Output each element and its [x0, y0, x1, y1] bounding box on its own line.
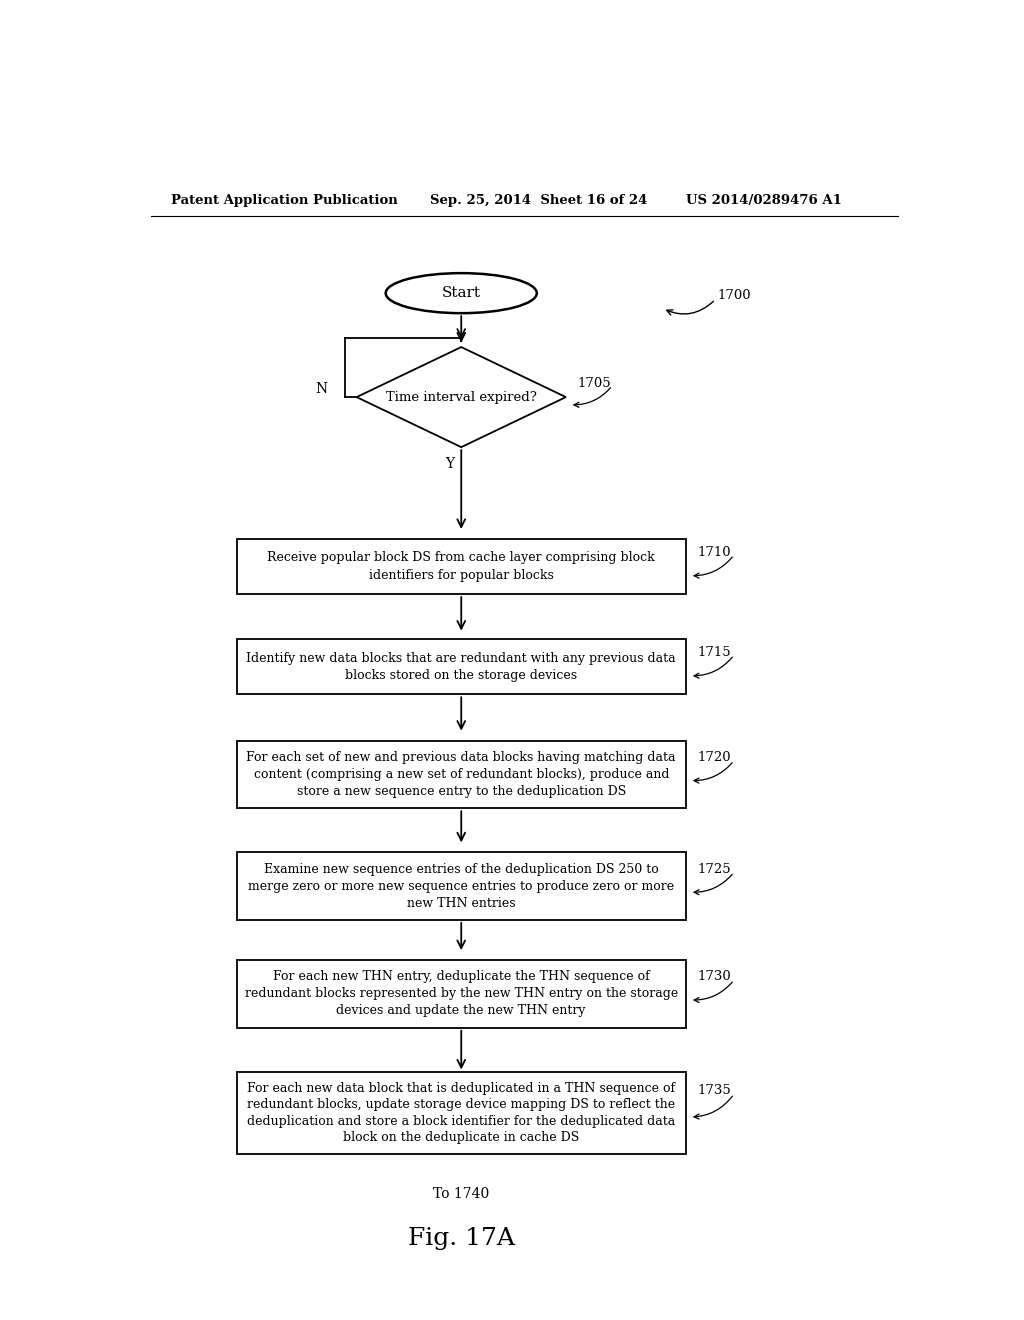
Text: To 1740: To 1740	[433, 1187, 489, 1201]
Bar	[237, 639, 686, 694]
Text: US 2014/0289476 A1: US 2014/0289476 A1	[686, 194, 842, 207]
Text: Y: Y	[445, 457, 455, 471]
Bar	[237, 960, 686, 1028]
Text: For each new data block that is deduplicated in a THN sequence of
redundant bloc: For each new data block that is deduplic…	[247, 1082, 676, 1144]
Text: 1710: 1710	[697, 546, 731, 560]
Text: Receive popular block DS from cache layer comprising block
identifiers for popul: Receive popular block DS from cache laye…	[267, 552, 655, 582]
Text: For each new THN entry, deduplicate the THN sequence of
redundant blocks represe: For each new THN entry, deduplicate the …	[245, 970, 678, 1018]
Text: 1700: 1700	[717, 289, 751, 302]
Bar	[237, 853, 686, 920]
Text: 1730: 1730	[697, 970, 731, 983]
Text: Identify new data blocks that are redundant with any previous data
blocks stored: Identify new data blocks that are redund…	[247, 652, 676, 681]
Text: Examine new sequence entries of the deduplication DS 250 to
merge zero or more n: Examine new sequence entries of the dedu…	[248, 862, 675, 909]
Text: 1720: 1720	[697, 751, 731, 764]
Text: Sep. 25, 2014  Sheet 16 of 24: Sep. 25, 2014 Sheet 16 of 24	[430, 194, 647, 207]
Text: 1705: 1705	[578, 376, 611, 389]
Text: 1715: 1715	[697, 647, 731, 659]
Text: Start: Start	[441, 286, 480, 300]
Bar	[237, 741, 686, 808]
Text: 1735: 1735	[697, 1084, 731, 1097]
Bar	[237, 1072, 686, 1154]
Text: Fig. 17A: Fig. 17A	[408, 1228, 515, 1250]
Bar	[237, 539, 686, 594]
Text: N: N	[315, 383, 328, 396]
Text: For each set of new and previous data blocks having matching data
content (compr: For each set of new and previous data bl…	[247, 751, 676, 797]
Text: 1725: 1725	[697, 862, 731, 875]
Ellipse shape	[386, 273, 537, 313]
Polygon shape	[356, 347, 566, 447]
Text: Time interval expired?: Time interval expired?	[386, 391, 537, 404]
Text: Patent Application Publication: Patent Application Publication	[171, 194, 397, 207]
